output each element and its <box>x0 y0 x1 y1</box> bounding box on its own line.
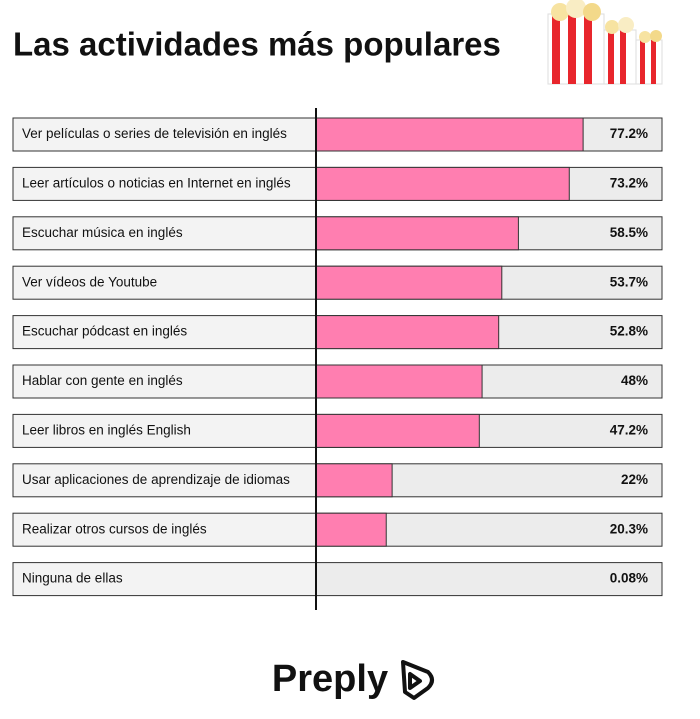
value-label: 47.2% <box>610 422 648 437</box>
label-box <box>12 166 317 201</box>
brand-name: Preply <box>272 658 388 700</box>
label-box <box>12 117 317 152</box>
bar-track <box>315 562 663 597</box>
bar <box>315 413 480 448</box>
category-label: Ver películas o series de televisión en … <box>22 126 287 141</box>
bar <box>315 364 483 399</box>
category-label: Escuchar música en inglés <box>22 225 183 240</box>
chart-title: Las actividades más populares <box>13 26 501 63</box>
popcorn-icon <box>547 0 663 85</box>
category-label: Realizar otros cursos de inglés <box>22 521 207 536</box>
value-label: 58.5% <box>610 225 648 240</box>
bar <box>315 166 570 201</box>
category-label: Ninguna de ellas <box>22 571 123 586</box>
label-box <box>12 315 317 350</box>
value-label: 0.08% <box>610 571 648 586</box>
category-label: Hablar con gente en inglés <box>22 373 183 388</box>
category-label: Ver vídeos de Youtube <box>22 274 157 289</box>
category-label: Usar aplicaciones de aprendizaje de idio… <box>22 472 290 487</box>
label-box <box>12 265 317 300</box>
value-label: 48% <box>621 373 648 388</box>
category-label: Leer artículos o noticias en Internet en… <box>22 175 291 190</box>
value-label: 20.3% <box>610 521 648 536</box>
label-box <box>12 216 317 251</box>
label-box <box>12 413 317 448</box>
brand-logo: Preply <box>272 658 434 700</box>
value-label: 73.2% <box>610 175 648 190</box>
category-label: Escuchar pódcast en inglés <box>22 324 187 339</box>
bar <box>315 216 519 251</box>
label-box <box>12 364 317 399</box>
category-label: Leer libros en inglés English <box>22 422 191 437</box>
label-box <box>12 463 317 498</box>
value-label: 22% <box>621 472 648 487</box>
value-label: 77.2% <box>610 126 648 141</box>
bar <box>315 512 387 547</box>
value-label: 53.7% <box>610 274 648 289</box>
label-box <box>12 512 317 547</box>
bar <box>315 315 500 350</box>
bar <box>315 117 584 152</box>
bar <box>315 265 503 300</box>
bar <box>315 463 393 498</box>
value-label: 52.8% <box>610 324 648 339</box>
